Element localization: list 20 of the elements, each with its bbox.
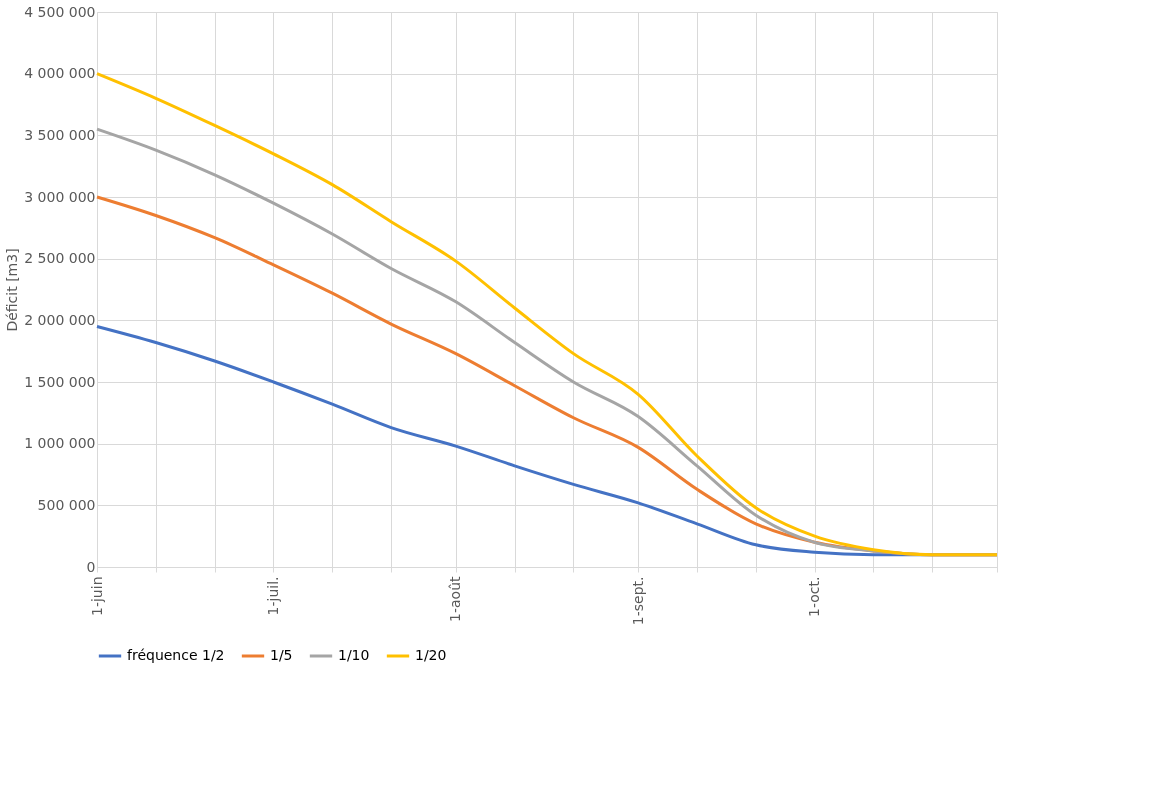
x-tick-label: 1-août bbox=[447, 575, 464, 622]
x-tick-label: 1-oct. bbox=[806, 576, 823, 617]
y-tick-label: 4 500 000 bbox=[24, 3, 96, 20]
y-tick-label: 0 bbox=[86, 558, 96, 575]
y-tick-label: 1 500 000 bbox=[24, 373, 96, 390]
y-tick-label: 4 000 000 bbox=[24, 65, 96, 82]
x-tick-label: 1-juil. bbox=[264, 576, 281, 616]
y-axis-title: Déficit [m3] bbox=[4, 248, 21, 332]
y-tick-label: 2 500 000 bbox=[24, 250, 96, 267]
y-tick-label: 1 000 000 bbox=[24, 435, 96, 452]
legend-label: 1/10 bbox=[338, 647, 370, 663]
y-tick-label: 3 500 000 bbox=[24, 126, 96, 143]
y-tick-label: 3 000 000 bbox=[24, 188, 96, 205]
x-tick-label: 1-sept. bbox=[629, 576, 646, 626]
legend-label: 1/5 bbox=[270, 647, 293, 663]
legend-label: 1/20 bbox=[415, 647, 447, 663]
y-tick-label: 500 000 bbox=[37, 496, 96, 513]
y-tick-label: 2 000 000 bbox=[24, 311, 96, 328]
x-tick-label: 1-juin bbox=[88, 576, 105, 616]
legend-label: fréquence 1/2 bbox=[127, 647, 225, 663]
